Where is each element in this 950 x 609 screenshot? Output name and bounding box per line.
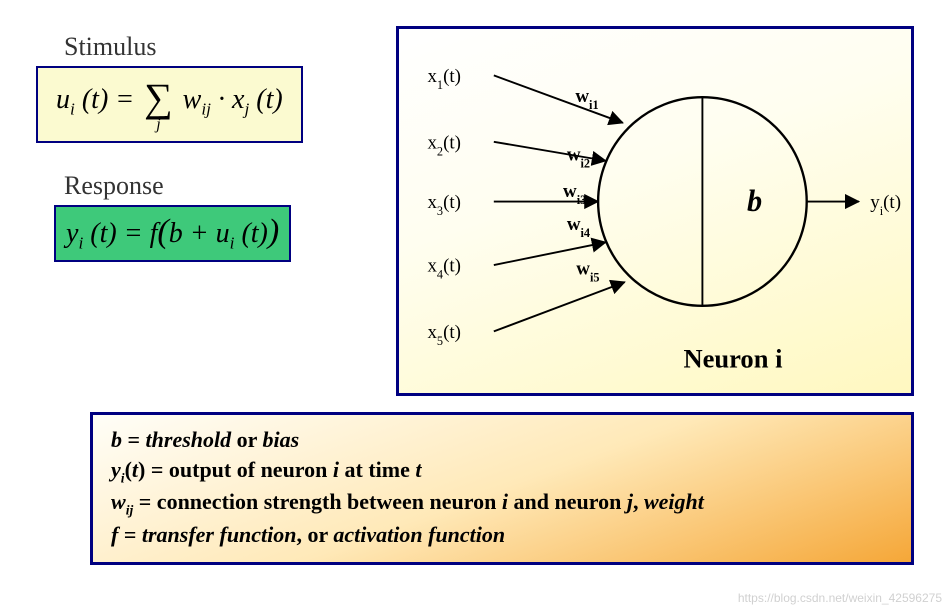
input-x4-label: x4(t) <box>427 256 461 282</box>
neuron-diagram-panel: b yi(t) x1(t) wi1 x2(t) wi2 x3(t) wi3 x4(t) wi4 x5… <box>396 26 914 396</box>
legend-w-and: and neuron <box>508 489 627 514</box>
legend-b-def1: threshold <box>146 427 232 452</box>
legend-line-w: wij = connection strength between neuron… <box>111 487 893 520</box>
legend-y-t2: at time <box>339 457 415 482</box>
weight-i2-label: wi2 <box>567 145 590 171</box>
neuron-svg: b yi(t) x1(t) wi1 x2(t) wi2 x3(t) wi3 x4(t) wi4 x5… <box>399 29 911 393</box>
resp-lhs-var: y <box>66 218 78 249</box>
neuron-title: Neuron i <box>683 343 782 373</box>
stim-w-sub: ij <box>201 100 211 119</box>
input-x1-label: x1(t) <box>427 66 461 92</box>
weight-i1-label: wi1 <box>575 86 598 112</box>
legend-b-var: b <box>111 427 122 452</box>
input-arrow-5 <box>494 282 625 331</box>
weight-i3-label: wi3 <box>563 181 586 207</box>
top-row: Stimulus ui (t) = ∑ j wij · xj (t) Respo… <box>0 0 950 396</box>
legend-w-weight: weight <box>644 489 704 514</box>
watermark-text: https://blog.csdn.net/weixin_42596275 <box>738 591 942 605</box>
stim-x-sub: j <box>244 100 249 119</box>
response-equation-box: yi (t) = f(b + ui (t)) <box>54 205 291 262</box>
legend-f-def2: activation function <box>333 522 505 547</box>
output-label: yi(t) <box>870 192 901 218</box>
resp-b: b <box>169 218 183 249</box>
legend-line-b: b = threshold or bias <box>111 425 893 455</box>
legend-y-sub: i <box>121 470 125 485</box>
legend-y-t: t <box>415 457 421 482</box>
legend-w-var: w <box>111 489 126 514</box>
legend-f-eq: = <box>118 522 142 547</box>
resp-lhs-arg: t <box>100 218 108 249</box>
stim-x-arg: t <box>266 84 274 115</box>
resp-lhs-sub: i <box>78 234 83 253</box>
resp-u-arg: t <box>251 218 259 249</box>
legend-w-comma: , <box>633 489 644 514</box>
legend-y-var: y <box>111 457 121 482</box>
stim-x-var: x <box>232 84 244 115</box>
stimulus-heading: Stimulus <box>64 32 376 62</box>
legend-y-arg: t <box>132 457 138 482</box>
weight-i5-label: wi5 <box>576 259 599 285</box>
legend-box: b = threshold or bias yi(t) = output of … <box>90 412 914 565</box>
stim-w-var: w <box>183 84 202 115</box>
legend-y-t1: = output of neuron <box>145 457 333 482</box>
weight-i4-label: wi4 <box>567 214 590 240</box>
response-heading: Response <box>64 171 376 201</box>
legend-b-or: or <box>231 427 262 452</box>
legend-f-or: , or <box>297 522 334 547</box>
stim-lhs-sub: i <box>70 100 75 119</box>
resp-u-sub: i <box>230 234 235 253</box>
legend-b-def2: bias <box>263 427 300 452</box>
input-x3-label: x3(t) <box>427 192 461 218</box>
stimulus-equation-box: ui (t) = ∑ j wij · xj (t) <box>36 66 303 143</box>
input-x5-label: x5(t) <box>427 322 461 348</box>
input-arrow-1 <box>494 75 623 122</box>
equations-column: Stimulus ui (t) = ∑ j wij · xj (t) Respo… <box>36 26 376 396</box>
stim-lhs-arg: t <box>91 84 99 115</box>
neuron-b-label: b <box>747 184 762 218</box>
stim-lhs-var: u <box>56 84 70 115</box>
legend-w-t1: = connection strength between neuron <box>133 489 502 514</box>
sigma-icon: ∑ j <box>144 82 173 133</box>
legend-line-f: f = transfer function, or activation fun… <box>111 520 893 550</box>
legend-f-def1: transfer function <box>142 522 297 547</box>
legend-line-y: yi(t) = output of neuron i at time t <box>111 455 893 488</box>
input-x2-label: x2(t) <box>427 132 461 158</box>
resp-u-var: u <box>216 218 230 249</box>
